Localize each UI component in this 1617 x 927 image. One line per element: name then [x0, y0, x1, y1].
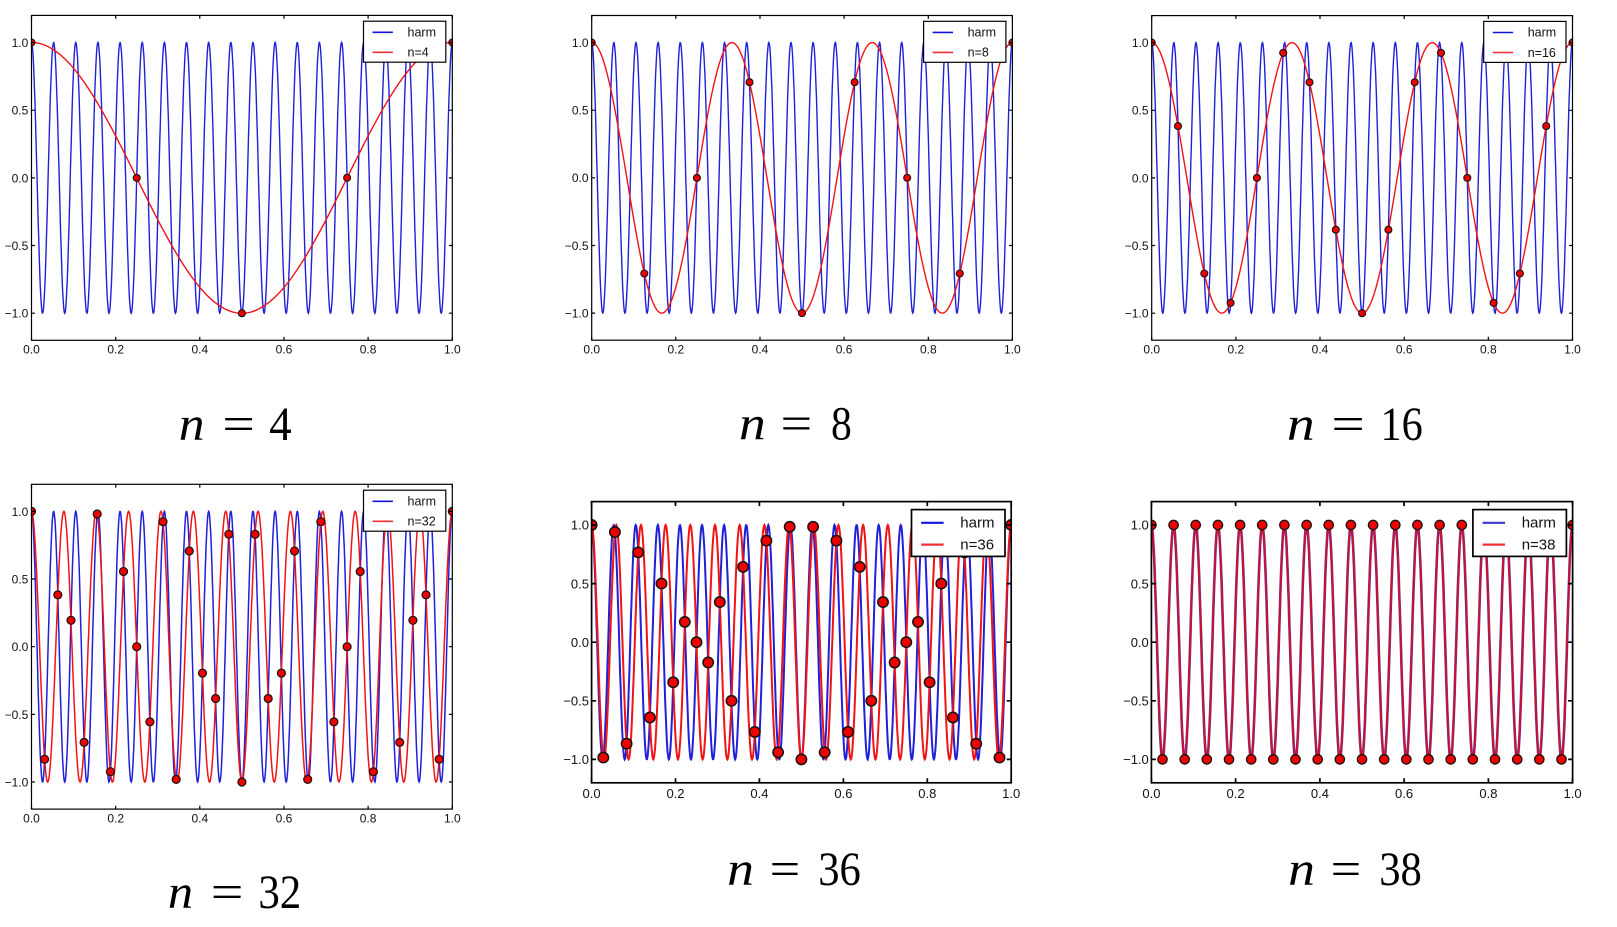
svg-text:1.0: 1.0	[1002, 786, 1020, 801]
svg-text:−0.5: −0.5	[565, 239, 589, 253]
svg-text:harm: harm	[408, 495, 436, 509]
svg-text:n: n	[739, 398, 766, 451]
svg-text:harm: harm	[1522, 515, 1556, 532]
svg-text:16: 16	[1380, 398, 1422, 451]
svg-text:0.6: 0.6	[1396, 343, 1413, 357]
svg-text:1.0: 1.0	[1564, 343, 1581, 357]
svg-text:0.5: 0.5	[572, 104, 589, 118]
svg-text:n: n	[1288, 843, 1315, 896]
svg-text:0.5: 0.5	[571, 576, 589, 591]
svg-text:0.4: 0.4	[750, 786, 768, 801]
svg-text:0.4: 0.4	[752, 343, 769, 357]
svg-text:n=36: n=36	[960, 537, 994, 554]
svg-text:0.5: 0.5	[1132, 104, 1149, 118]
svg-text:1.0: 1.0	[444, 343, 461, 357]
svg-text:32: 32	[258, 866, 301, 919]
svg-text:1.0: 1.0	[571, 518, 589, 533]
svg-text:−1.0: −1.0	[5, 775, 29, 789]
svg-text:0.2: 0.2	[667, 343, 684, 357]
svg-text:harm: harm	[1528, 26, 1556, 40]
svg-text:=: =	[1331, 398, 1364, 451]
svg-text:0.8: 0.8	[920, 343, 937, 357]
svg-text:0.0: 0.0	[23, 811, 40, 825]
svg-text:0.0: 0.0	[583, 786, 601, 801]
svg-text:−1.0: −1.0	[1125, 307, 1149, 321]
svg-text:1.0: 1.0	[1004, 343, 1021, 357]
svg-text:0.2: 0.2	[107, 811, 124, 825]
svg-text:0.2: 0.2	[1228, 343, 1245, 357]
svg-text:n=16: n=16	[1528, 46, 1556, 60]
svg-text:0.4: 0.4	[191, 811, 208, 825]
svg-text:−1.0: −1.0	[5, 307, 29, 321]
svg-text:0.4: 0.4	[191, 343, 208, 357]
svg-text:0.0: 0.0	[23, 343, 40, 357]
svg-text:0.0: 0.0	[571, 635, 589, 650]
svg-text:−0.5: −0.5	[1125, 239, 1149, 253]
svg-text:1.0: 1.0	[12, 36, 29, 50]
svg-text:0.0: 0.0	[1143, 343, 1160, 357]
svg-text:0.0: 0.0	[583, 343, 600, 357]
svg-text:4: 4	[269, 398, 292, 451]
svg-text:0.4: 0.4	[1311, 786, 1329, 801]
svg-text:0.8: 0.8	[1479, 786, 1497, 801]
svg-text:−1.0: −1.0	[565, 307, 589, 321]
svg-text:n=8: n=8	[968, 46, 989, 60]
svg-text:−1.0: −1.0	[1123, 752, 1149, 767]
svg-text:0.8: 0.8	[360, 811, 377, 825]
svg-text:0.5: 0.5	[1131, 576, 1149, 591]
svg-text:=: =	[222, 398, 255, 451]
svg-text:harm: harm	[408, 26, 436, 40]
svg-text:=: =	[770, 843, 801, 896]
svg-text:0.5: 0.5	[12, 572, 29, 586]
svg-text:0.6: 0.6	[834, 786, 852, 801]
svg-text:38: 38	[1379, 843, 1422, 896]
svg-text:0.2: 0.2	[1227, 786, 1245, 801]
svg-text:−0.5: −0.5	[563, 694, 589, 709]
svg-text:n: n	[168, 866, 193, 919]
svg-text:1.0: 1.0	[1132, 36, 1149, 50]
svg-text:1.0: 1.0	[1564, 786, 1582, 801]
svg-text:0.0: 0.0	[1131, 635, 1149, 650]
svg-text:n: n	[179, 398, 205, 451]
svg-text:0.6: 0.6	[836, 343, 853, 357]
svg-text:n: n	[1287, 398, 1315, 451]
svg-text:0.6: 0.6	[1395, 786, 1413, 801]
svg-text:0.0: 0.0	[1142, 786, 1160, 801]
svg-text:=: =	[211, 866, 244, 919]
svg-text:1.0: 1.0	[444, 811, 461, 825]
svg-text:=: =	[781, 398, 813, 451]
svg-text:n=4: n=4	[408, 46, 429, 60]
svg-text:36: 36	[818, 843, 861, 896]
svg-text:harm: harm	[960, 515, 994, 532]
svg-text:n: n	[727, 843, 754, 896]
svg-text:0.0: 0.0	[12, 640, 29, 654]
svg-text:0.8: 0.8	[360, 343, 377, 357]
svg-text:−0.5: −0.5	[1123, 694, 1149, 709]
svg-text:n=32: n=32	[408, 515, 436, 529]
svg-text:1.0: 1.0	[12, 505, 29, 519]
svg-text:0.4: 0.4	[1312, 343, 1329, 357]
svg-text:−0.5: −0.5	[5, 708, 29, 722]
svg-text:=: =	[1331, 843, 1362, 896]
svg-text:0.0: 0.0	[12, 171, 29, 185]
svg-text:1.0: 1.0	[572, 36, 589, 50]
svg-text:0.8: 0.8	[1480, 343, 1497, 357]
svg-text:1.0: 1.0	[1131, 518, 1149, 533]
svg-text:0.6: 0.6	[276, 811, 293, 825]
svg-text:0.2: 0.2	[666, 786, 684, 801]
svg-text:0.6: 0.6	[276, 343, 293, 357]
svg-text:0.2: 0.2	[107, 343, 124, 357]
svg-text:8: 8	[831, 398, 852, 451]
svg-text:harm: harm	[968, 26, 996, 40]
svg-text:0.0: 0.0	[1132, 171, 1149, 185]
svg-text:0.8: 0.8	[918, 786, 936, 801]
svg-text:−1.0: −1.0	[563, 752, 589, 767]
svg-text:0.5: 0.5	[12, 104, 29, 118]
svg-text:−0.5: −0.5	[5, 239, 29, 253]
svg-text:n=38: n=38	[1522, 537, 1556, 554]
svg-text:0.0: 0.0	[572, 171, 589, 185]
